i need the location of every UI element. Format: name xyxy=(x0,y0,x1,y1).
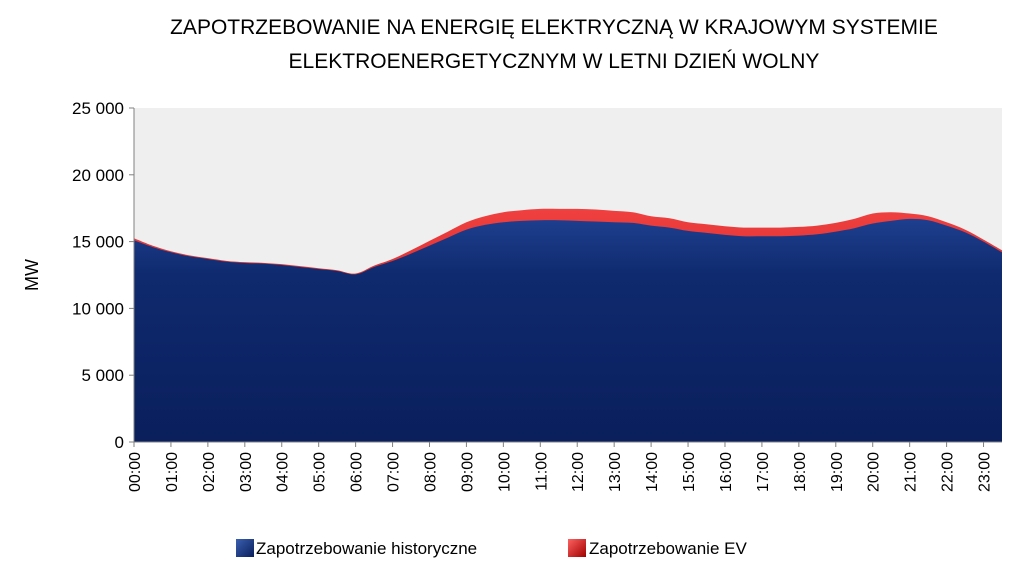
x-tick-label: 12:00 xyxy=(570,452,587,492)
x-tick-label: 09:00 xyxy=(459,452,476,492)
x-tick-label: 10:00 xyxy=(496,452,513,492)
axes xyxy=(133,108,1002,443)
y-tick-label: 20 000 xyxy=(72,166,124,185)
legend-label-historical: Zapotrzebowanie historyczne xyxy=(256,539,477,558)
x-tick-label: 22:00 xyxy=(940,452,957,492)
x-tick-label: 11:00 xyxy=(533,452,550,491)
legend: Zapotrzebowanie historyczne Zapotrzebowa… xyxy=(236,539,747,558)
x-tick-label: 13:00 xyxy=(607,452,624,492)
x-tick-label: 07:00 xyxy=(386,452,403,492)
legend-swatch-historical xyxy=(236,539,254,557)
y-tick-label: 15 000 xyxy=(72,233,124,252)
y-tick-label: 5 000 xyxy=(81,366,124,385)
x-tick-label: 04:00 xyxy=(275,452,292,492)
x-tick-label: 20:00 xyxy=(866,452,883,492)
chart-title-line-1: ZAPOTRZEBOWANIE NA ENERGIĘ ELEKTRYCZNĄ W… xyxy=(170,16,938,39)
x-tick-label: 08:00 xyxy=(422,452,439,492)
x-tick-label: 05:00 xyxy=(312,452,329,492)
x-tick-label: 14:00 xyxy=(644,452,661,492)
chart-title-line-2: ELEKTROENERGETYCZNYM W LETNI DZIEŃ WOLNY xyxy=(289,50,820,73)
x-ticks: 00:00 01:00 02:00 03:00 04:00 05:00 06:00 07:00… xyxy=(127,442,994,492)
x-tick-label: 17:00 xyxy=(755,452,772,492)
legend-label-ev: Zapotrzebowanie EV xyxy=(589,539,747,558)
x-tick-label: 00:00 xyxy=(127,452,144,492)
x-tick-label: 03:00 xyxy=(238,452,255,492)
x-tick-label: 21:00 xyxy=(903,452,920,492)
legend-swatch-ev xyxy=(568,539,586,557)
x-tick-label: 02:00 xyxy=(201,452,218,492)
x-tick-label: 15:00 xyxy=(681,452,698,492)
y-ticks: 0 5 000 10 000 15 000 20 000 25 000 xyxy=(72,99,134,452)
x-tick-label: 23:00 xyxy=(977,452,994,492)
x-tick-label: 01:00 xyxy=(164,452,181,492)
x-tick-label: 19:00 xyxy=(829,452,846,492)
series-area-historical xyxy=(134,218,1002,442)
x-tick-label: 16:00 xyxy=(718,452,735,492)
y-tick-label: 25 000 xyxy=(72,99,124,118)
x-tick-label: 06:00 xyxy=(349,452,366,492)
y-axis-label: MW xyxy=(22,259,42,291)
y-tick-label: 10 000 xyxy=(72,299,124,318)
series-layer xyxy=(134,208,1002,442)
y-tick-label: 0 xyxy=(115,433,124,452)
x-tick-label: 18:00 xyxy=(792,452,809,492)
